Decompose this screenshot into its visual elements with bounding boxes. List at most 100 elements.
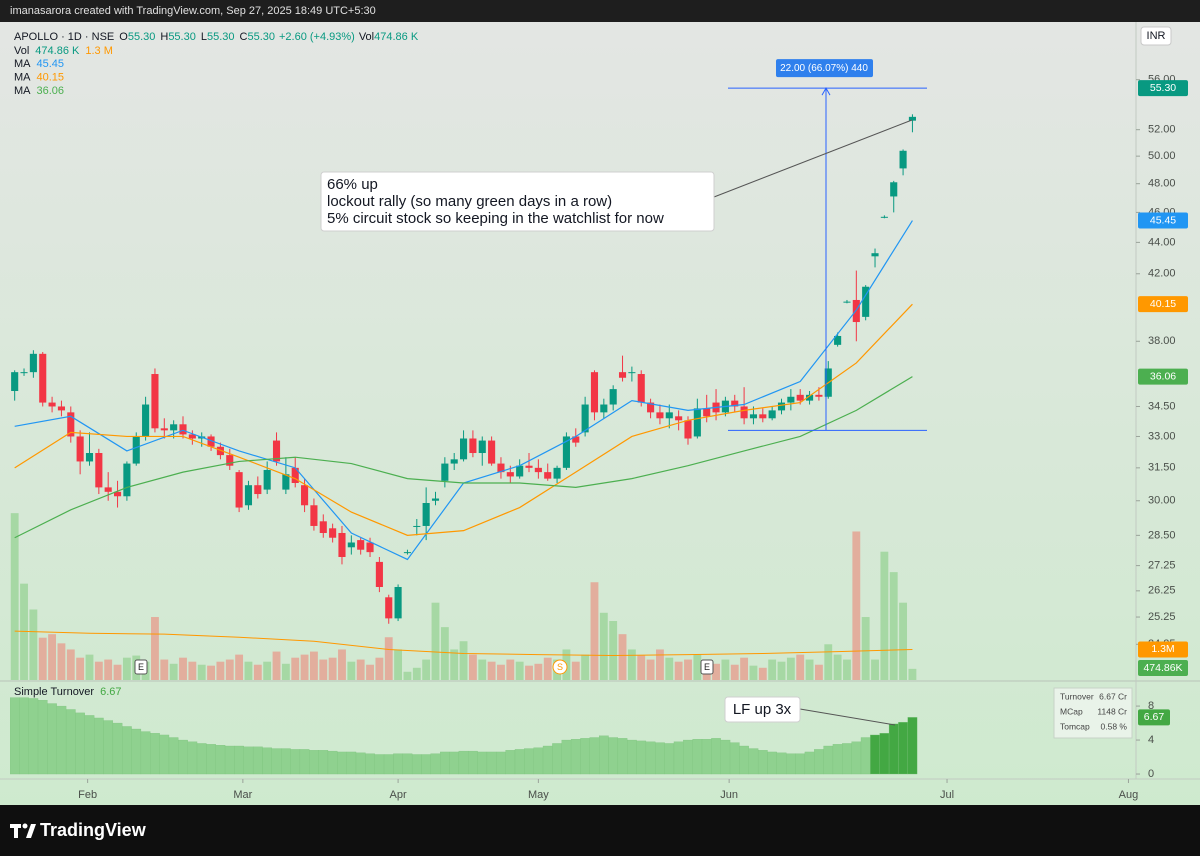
volume-bar [197,664,206,680]
turnover-bar [318,750,329,775]
turnover-bar [898,722,908,775]
candle-body [95,453,103,488]
legend-item: O [119,31,128,43]
candle-body [497,463,505,473]
ma-tag: 36.06 [1150,370,1176,382]
volume-bar [57,643,66,680]
logo-part [26,824,36,838]
turnover-bar [720,739,731,775]
turnover-bar [271,748,282,775]
volume-bar [366,664,374,680]
volume-bar [76,657,85,680]
candle-body [254,485,262,495]
volume-bar [356,659,365,680]
legend-item: Vol [14,45,29,57]
volume-bar [225,659,234,680]
turnover-bar [421,754,431,775]
volume-bar [871,659,879,680]
turnover-bar [907,717,918,775]
candle-body [57,406,65,411]
x-tick-label: Jun [720,789,738,801]
stats-value: 0.58 % [1101,721,1128,731]
candle-body [675,416,683,421]
volume-bar [440,627,449,680]
stats-label: Tomcap [1060,721,1090,731]
volume-bar [468,654,477,680]
stats-value: 6.67 Cr [1099,691,1127,701]
candle-body [29,353,37,373]
volume-bar [207,665,215,680]
candle-body [142,404,150,437]
volume-bar [571,661,580,680]
candle-body [385,597,393,619]
volume-bar [627,649,636,680]
volume-bar [515,661,524,680]
turnover-bar [748,748,759,775]
turnover-bar [608,737,619,775]
turnover-bar [692,739,703,775]
volume-bar [861,617,870,680]
turnover-bar [346,751,357,775]
candle-body [488,440,496,464]
turnover-bar [234,745,244,775]
legend-row: Vol 474.86 K 1.3 M [14,45,113,57]
candle-body [759,414,767,419]
y-tick-label: 44.00 [1148,236,1176,248]
turnover-tag: 6.67 [1144,711,1165,723]
candle-body [123,463,131,497]
currency[interactable]: INR [1147,30,1166,42]
turnover-bar [28,698,39,775]
turnover-title: Simple Turnover [14,686,94,698]
volume-bar [777,661,786,680]
volume-bar [104,659,113,680]
volume-bar [796,654,805,680]
turnover-bar [224,745,235,775]
measure-arrowhead [821,87,831,96]
candle-body [544,472,552,479]
volume-bar [216,661,225,680]
legend-item: APOLLO · 1D · NSE [14,31,114,43]
currency-button[interactable] [1140,26,1172,46]
x-tick-label: Mar [233,789,252,801]
candle-body [422,503,430,526]
turnover-bar [458,750,469,775]
turnover-bar [823,745,834,775]
volume-bar [291,657,300,680]
volume-bar [422,659,431,680]
volume-bar [66,649,75,680]
legend-item: +2.60 (+4.93%) [279,31,355,43]
turnover-bar [851,741,862,775]
candle-body [590,372,599,413]
volume-bar [693,654,702,680]
turnover-bar [477,751,488,775]
turnover-bar [309,750,319,775]
event-label: E [704,662,710,672]
candle-body [338,532,346,558]
price-tag: 55.30 [1150,82,1176,94]
turnover-tick-label: 4 [1148,734,1154,746]
legend-item: L [201,31,207,43]
turnover-tick-label: 0 [1148,768,1154,780]
volume-bar [618,634,627,680]
candle-body [460,438,468,460]
volume-bar [113,664,122,680]
turnover-bar [888,723,899,775]
candle-body [179,424,187,435]
volume-tag-box [1138,660,1188,676]
turnover-bar [215,745,226,775]
legend-item: 1.3 M [85,45,113,57]
volume-bar [151,617,159,680]
turnover-bar [252,746,263,775]
turnover-bar [542,745,553,775]
legend-row: MA 40.15 [14,71,64,83]
turnover-bar [178,739,188,775]
turnover-bar [47,703,57,775]
volume-bar [543,657,552,680]
volume-bar [646,659,655,680]
candle-body [76,436,84,462]
y-tick-label: 33.00 [1148,430,1176,442]
candle-body [899,150,907,169]
volume-bar [328,657,337,680]
candle-body [637,374,645,403]
